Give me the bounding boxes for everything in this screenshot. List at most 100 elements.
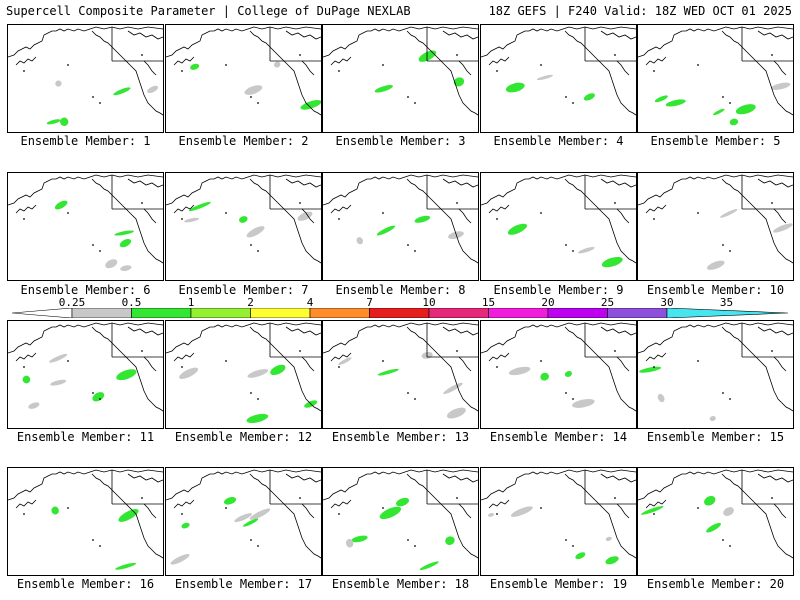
ensemble-member-label: Ensemble Member: 16	[16, 577, 155, 591]
colorbar-tick-label: 35	[719, 296, 734, 309]
scp-contour-area	[92, 392, 105, 402]
coastline	[143, 503, 157, 519]
map-canvas	[481, 322, 636, 412]
island	[614, 350, 616, 352]
coastline	[757, 473, 793, 483]
scp-contour-area	[246, 413, 269, 423]
coastline	[330, 499, 352, 509]
island	[382, 64, 384, 66]
scp-contour-area	[720, 209, 738, 218]
coastline	[458, 60, 472, 76]
ensemble-member-label: Ensemble Member: 6	[20, 283, 151, 297]
coastline	[481, 469, 636, 501]
coastline	[481, 174, 636, 206]
scp-contour-area	[445, 536, 455, 545]
coastline	[15, 56, 37, 66]
island	[572, 398, 574, 400]
island	[771, 54, 773, 56]
island	[141, 202, 143, 204]
colorbar-tick-label: 15	[481, 296, 496, 309]
island	[225, 507, 227, 509]
island	[496, 513, 498, 515]
scp-contour-area	[377, 368, 399, 376]
coastline	[458, 503, 472, 519]
scp-contour-area	[46, 119, 61, 125]
scp-contour-area	[184, 217, 199, 223]
scp-contour-area	[564, 371, 572, 377]
scp-contour-area	[419, 561, 439, 571]
island	[225, 64, 227, 66]
colorbar-tick-label: 7	[366, 296, 373, 309]
island	[614, 497, 616, 499]
scp-contour-area	[190, 63, 200, 70]
island	[722, 96, 724, 98]
coastline	[488, 352, 510, 362]
ensemble-member-label: Ensemble Member: 8	[335, 283, 466, 297]
coastline	[488, 56, 510, 66]
island	[23, 70, 25, 72]
scp-contour-area	[507, 223, 527, 235]
scp-contour-area	[273, 61, 281, 68]
coastline	[406, 178, 478, 264]
coastline	[8, 322, 163, 354]
scp-contour-area	[575, 552, 586, 560]
coastline	[406, 30, 478, 116]
island	[771, 202, 773, 204]
coastline	[600, 178, 636, 188]
colorbar-tick-label: 25	[600, 296, 615, 309]
scp-contour-area	[356, 237, 364, 245]
scp-contour-area	[446, 407, 466, 419]
island	[414, 545, 416, 547]
island	[456, 202, 458, 204]
map-canvas	[166, 322, 321, 423]
scp-contour-area	[147, 85, 159, 94]
scp-contour-area	[120, 265, 132, 271]
island	[414, 398, 416, 400]
scp-contour-area	[713, 108, 725, 116]
coastline	[616, 208, 630, 224]
ensemble-member-map	[165, 172, 322, 281]
coastline	[143, 356, 157, 372]
coastline	[442, 178, 478, 188]
island	[540, 507, 542, 509]
island	[407, 244, 409, 246]
island	[23, 513, 25, 515]
coastline	[458, 208, 472, 224]
map-canvas	[323, 469, 478, 571]
island	[338, 218, 340, 220]
island	[141, 497, 143, 499]
island	[614, 202, 616, 204]
coastline	[442, 30, 478, 40]
scp-contour-area	[179, 367, 199, 379]
coastline	[301, 60, 315, 76]
ensemble-member-label: Ensemble Member: 18	[331, 577, 470, 591]
map-canvas	[638, 26, 793, 126]
island	[23, 218, 25, 220]
valid-time: 18Z GEFS | F240 Valid: 18Z WED OCT 01 20…	[488, 4, 792, 18]
coastline	[645, 352, 667, 362]
island	[141, 54, 143, 56]
coastline	[249, 473, 321, 559]
scp-contour-area	[706, 522, 721, 533]
scp-contour-area	[505, 82, 525, 93]
scp-contour-area	[578, 246, 595, 254]
ensemble-member-map	[637, 172, 794, 281]
coastline	[285, 473, 321, 483]
coastline	[249, 30, 321, 116]
scp-contour-area	[119, 238, 132, 248]
coastline	[143, 208, 157, 224]
ensemble-member-map	[480, 467, 637, 576]
scp-contour-area	[657, 393, 665, 403]
colorbar-segment	[369, 308, 430, 318]
coastline	[91, 473, 163, 559]
scp-contour-area	[181, 522, 190, 529]
scp-contour-area	[540, 372, 549, 381]
coastline	[91, 30, 163, 116]
coastline	[773, 60, 787, 76]
island	[722, 392, 724, 394]
coastline	[564, 30, 636, 116]
coastline	[721, 473, 793, 559]
colorbar-segment	[547, 308, 608, 318]
island	[181, 70, 183, 72]
island	[565, 96, 567, 98]
